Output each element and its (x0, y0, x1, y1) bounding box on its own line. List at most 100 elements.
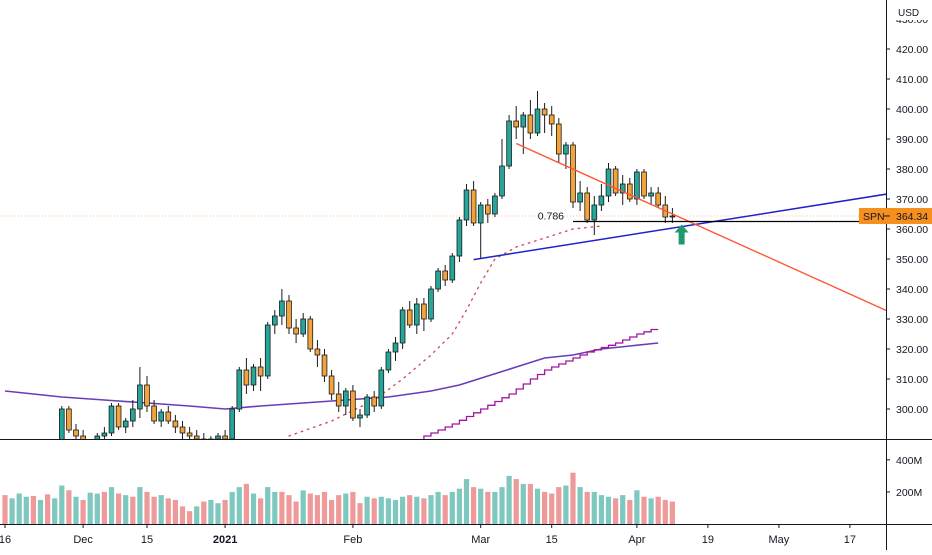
buy-arrow-icon (674, 224, 689, 245)
candle (648, 187, 654, 205)
candle-body (598, 195, 605, 206)
price-tick-label: 420.00 (896, 44, 928, 56)
price-tick-label: 400.00 (896, 104, 928, 116)
candle-body (364, 396, 370, 416)
candle (548, 106, 555, 136)
candle (350, 385, 356, 421)
candle (257, 358, 264, 391)
candle (115, 403, 122, 430)
candle-body (492, 195, 498, 215)
candle-body (193, 435, 200, 439)
candle (442, 265, 448, 286)
volume-bar (9, 498, 15, 524)
candle-body (122, 420, 129, 428)
candle-body (101, 432, 108, 437)
volume-bar (556, 487, 562, 524)
volume-bar (300, 490, 306, 524)
candle-body (165, 411, 172, 422)
candle (300, 313, 306, 337)
candle-body (513, 120, 519, 128)
candle-body (442, 270, 448, 281)
candle-body (577, 192, 583, 203)
candle-body (413, 303, 420, 326)
time-tick-label: Feb (343, 534, 362, 546)
volume-bar (605, 496, 612, 524)
candle (577, 181, 583, 211)
candle (208, 436, 214, 439)
candle (200, 433, 207, 439)
candle-body (236, 369, 243, 410)
volume-bar (343, 493, 349, 524)
volume-bar (80, 499, 86, 524)
candle-body (655, 192, 661, 206)
candle-body (179, 426, 186, 434)
candle (484, 199, 491, 223)
volume-bar (499, 487, 505, 524)
volume-bar (591, 491, 597, 524)
candle-body (563, 144, 569, 155)
trendline-support[interactable] (473, 186, 932, 261)
volume-bar (137, 487, 143, 524)
candle-body (499, 165, 505, 197)
candle-body (350, 390, 356, 419)
volume-bar (421, 498, 427, 524)
candle (570, 142, 576, 208)
candle-body (271, 315, 278, 326)
candle (165, 406, 172, 424)
volume-bar (648, 498, 654, 524)
volume-bar (16, 493, 22, 524)
volume-bar (584, 491, 590, 524)
volume-bar (350, 491, 356, 524)
candle (406, 301, 413, 328)
candle (144, 376, 150, 412)
volume-bar (59, 485, 65, 524)
candle-body (80, 435, 86, 439)
candle (605, 163, 612, 202)
candle-body (591, 204, 598, 221)
candle-body (279, 300, 285, 317)
candle-body (406, 309, 413, 326)
candle-body (463, 189, 470, 221)
volume-bar (23, 496, 29, 524)
candle (385, 349, 392, 373)
candle (321, 349, 328, 382)
volume-bar (669, 501, 675, 524)
volume-bar (620, 495, 626, 524)
candle-body (605, 168, 612, 197)
volume-bar (527, 483, 533, 524)
candle (186, 427, 193, 439)
price-tick-label: 370.00 (896, 194, 928, 206)
candle-body (584, 192, 590, 221)
volume-bar (641, 496, 647, 524)
candle-body (172, 420, 179, 428)
volume-bar (243, 483, 249, 524)
volume-bar (463, 479, 470, 524)
candle-body (307, 318, 314, 350)
volume-bar (364, 496, 370, 524)
candle (229, 406, 236, 439)
volume-bar (165, 498, 171, 524)
volume-bar (187, 511, 193, 524)
price-tick-label: 410.00 (896, 74, 928, 86)
volume-bar (570, 472, 576, 524)
volume-bar (258, 498, 264, 524)
candle-body (428, 288, 434, 320)
candle (470, 181, 477, 226)
volume-bar (144, 491, 150, 524)
volume-bar (179, 506, 186, 524)
volume-bar (506, 475, 512, 524)
volume-bar (130, 496, 136, 524)
trendline-resistance[interactable] (515, 142, 932, 333)
volume-bar (108, 487, 115, 524)
candle-body (385, 351, 392, 371)
candle-body (59, 408, 65, 439)
candle-body (73, 429, 79, 437)
candle (655, 187, 661, 208)
candle (342, 388, 349, 415)
candle-body (435, 270, 441, 290)
last-price-badge: SPN 364.34 (859, 207, 932, 224)
candle (641, 169, 647, 199)
volume-bar (94, 493, 100, 524)
